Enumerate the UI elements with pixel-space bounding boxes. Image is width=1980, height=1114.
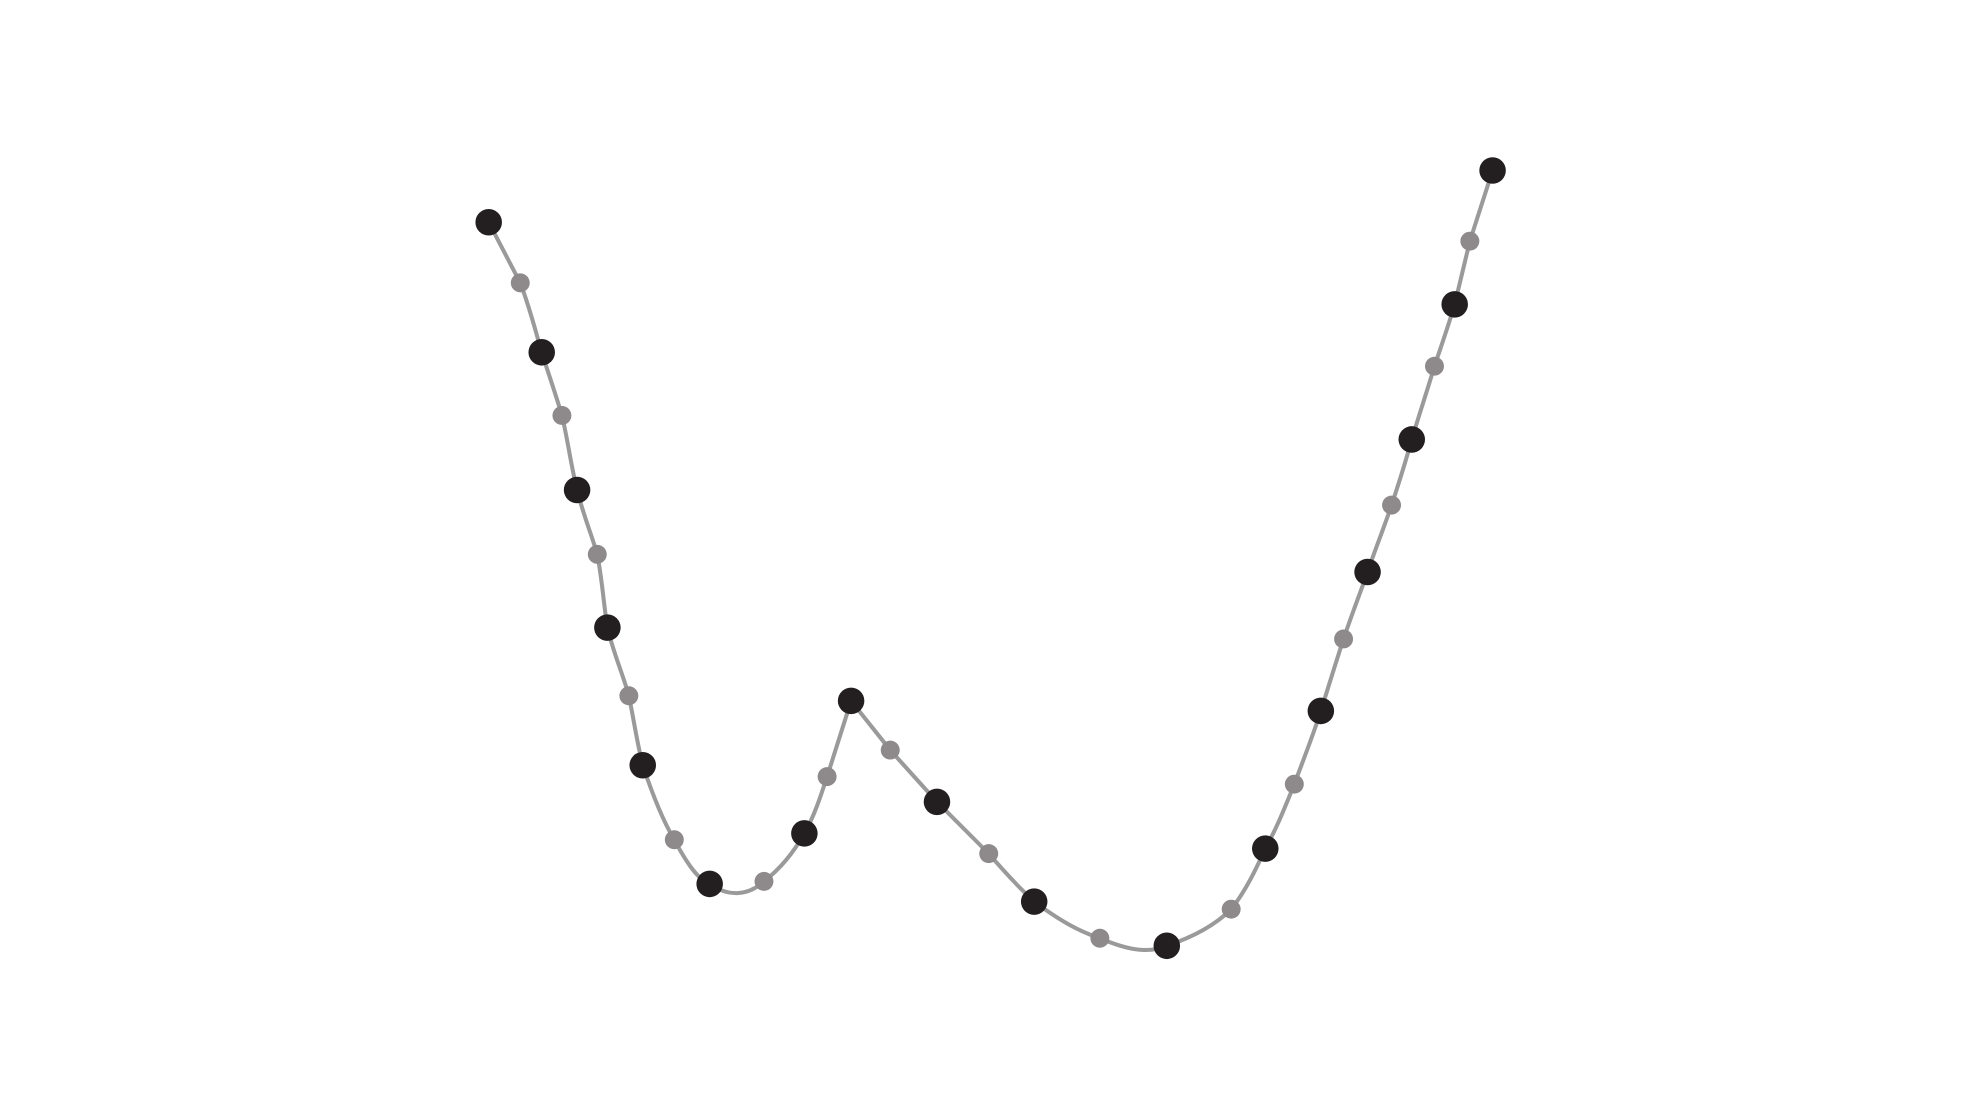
small-sample-point <box>1221 899 1241 919</box>
large-sample-point <box>1398 426 1426 453</box>
large-sample-point <box>629 751 657 779</box>
small-sample-point <box>1090 928 1110 948</box>
large-sample-point <box>696 870 723 898</box>
small-sample-point <box>1460 231 1480 251</box>
small-sample-point <box>619 686 639 706</box>
large-sample-point <box>594 614 621 641</box>
large-sample-point <box>837 687 865 715</box>
large-sample-point <box>1020 888 1048 915</box>
small-sample-point <box>552 405 572 425</box>
large-sample-point <box>1479 157 1506 184</box>
large-sample-point <box>1354 558 1381 586</box>
large-sample-point <box>528 339 555 366</box>
large-sample-point <box>563 476 591 504</box>
drawing-group <box>475 157 1506 960</box>
large-sample-point <box>1307 697 1335 725</box>
small-sample-point <box>1334 629 1354 649</box>
small-sample-point <box>587 544 607 564</box>
large-sample-point <box>1252 835 1279 862</box>
small-sample-point <box>880 740 900 760</box>
large-sample-point <box>923 788 951 816</box>
small-sample-point <box>817 767 837 787</box>
large-sample-point <box>1441 291 1468 318</box>
small-sample-point <box>1382 495 1402 515</box>
curve-line <box>486 168 1495 953</box>
small-sample-point <box>754 871 774 891</box>
small-sample-point <box>510 273 530 293</box>
small-sample-point <box>1425 356 1444 376</box>
large-sample-point <box>475 208 502 236</box>
small-sample-point <box>979 844 999 864</box>
large-sample-point <box>791 820 818 847</box>
small-sample-point <box>664 830 684 850</box>
small-sample-point <box>1284 774 1304 794</box>
large-sample-point <box>1153 932 1181 960</box>
sample-points <box>475 157 1506 960</box>
